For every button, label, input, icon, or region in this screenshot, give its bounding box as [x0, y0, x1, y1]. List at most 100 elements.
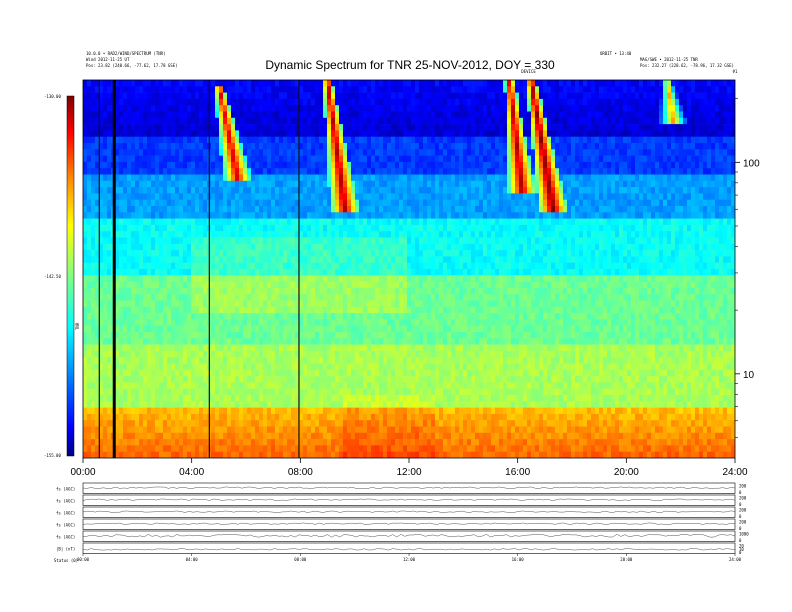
- spectrogram-cell: [591, 256, 596, 263]
- spectrogram-cell: [431, 193, 436, 200]
- spectrogram-cell: [551, 124, 556, 131]
- spectrogram-cell: [347, 224, 352, 232]
- spectrogram-cell: [391, 130, 396, 137]
- spectrogram-cell: [615, 117, 620, 125]
- spectrogram-cell: [619, 124, 624, 131]
- spectrogram-cell: [215, 193, 220, 200]
- spectrogram-cell: [599, 149, 604, 156]
- spectrogram-cell: [127, 92, 132, 100]
- spectrogram-cell: [439, 180, 444, 188]
- spectrogram-cell: [395, 98, 400, 106]
- spectrogram-cell: [659, 174, 664, 182]
- spectrogram-cell: [323, 237, 328, 245]
- spectrogram-cell: [143, 80, 148, 87]
- spectrogram-cell: [555, 149, 560, 156]
- spectrogram-cell: [163, 237, 168, 245]
- spectrogram-cell: [579, 124, 584, 131]
- spectrogram-cell: [183, 105, 188, 112]
- spectrogram-cell: [139, 130, 144, 137]
- spectrogram-cell: [495, 98, 500, 106]
- spectrogram-cell: [359, 243, 364, 251]
- spectrogram-cell: [491, 155, 496, 163]
- spectrogram-cell: [423, 256, 428, 263]
- spectrogram-cell: [603, 206, 608, 213]
- spectrogram-cell: [343, 98, 348, 106]
- spectrogram-cell: [251, 180, 256, 188]
- spectrogram-cell: [551, 187, 556, 194]
- spectrogram-cell: [195, 256, 200, 263]
- spectrogram-cell: [231, 256, 236, 263]
- spectrogram-cell: [231, 262, 236, 270]
- spectrogram-cell: [163, 206, 168, 213]
- spectrogram-cell: [419, 174, 424, 182]
- spectrogram-cell: [567, 161, 572, 169]
- spectrogram-cell: [311, 130, 316, 137]
- spectrogram-cell: [559, 218, 564, 226]
- spectrogram-cell: [483, 111, 488, 119]
- spectrogram-cell: [551, 92, 556, 100]
- spectrogram-cell: [371, 237, 376, 245]
- spectrogram-cell: [427, 124, 432, 131]
- spectrogram-cell: [687, 237, 692, 245]
- spectrogram-cell: [607, 212, 612, 219]
- spectrogram-cell: [531, 180, 536, 188]
- spectrogram-cell: [167, 86, 172, 93]
- spectrogram-cell: [339, 155, 344, 163]
- spectrogram-cell: [703, 124, 708, 131]
- spectrogram-cell: [195, 199, 200, 207]
- spectrogram-cell: [83, 136, 88, 144]
- spectrogram-cell: [399, 143, 404, 150]
- spectrogram-cell: [499, 155, 504, 163]
- spectrogram-cell: [255, 187, 260, 194]
- spectrogram-cell: [283, 224, 288, 232]
- spectrogram-cell: [379, 250, 384, 257]
- spectrogram-cell: [235, 212, 240, 219]
- spectrogram-cell: [135, 231, 140, 238]
- spectrogram-cell: [439, 262, 444, 270]
- spectrogram-cell: [115, 86, 120, 93]
- spectrogram-cell: [511, 86, 516, 93]
- spectrogram-cell: [523, 243, 528, 251]
- spectrogram-cell: [467, 231, 472, 238]
- spectrogram-cell: [103, 224, 108, 232]
- spectrogram-cell: [519, 130, 524, 137]
- spectrogram-cell: [503, 231, 508, 238]
- spectrogram-cell: [267, 212, 272, 219]
- spectrogram-cell: [327, 105, 332, 112]
- spectrogram-cell: [119, 218, 124, 226]
- spectrogram-cell: [711, 206, 716, 213]
- spectrogram-cell: [683, 92, 688, 100]
- spectrogram-cell: [87, 149, 92, 156]
- spectrogram-cell: [179, 117, 184, 125]
- spectrogram-cell: [519, 149, 524, 156]
- spectrogram-cell: [339, 243, 344, 251]
- spectrogram-cell: [355, 187, 360, 194]
- spectrogram-cell: [311, 92, 316, 100]
- colorbar-tick-top: -130.00: [44, 94, 61, 99]
- spectrogram-cell: [603, 161, 608, 169]
- colorbar: [67, 96, 74, 456]
- spectrogram-cell: [367, 237, 372, 245]
- spectrogram-cell: [571, 168, 576, 175]
- spectrogram-cell: [523, 168, 528, 175]
- spectrogram-cell: [227, 256, 232, 263]
- spectrogram-cell: [235, 136, 240, 144]
- spectrogram-cell: [139, 193, 144, 200]
- spectrogram-cell: [639, 237, 644, 245]
- spectrogram-cell: [339, 218, 344, 226]
- spectrogram-cell: [507, 111, 512, 119]
- spectrogram-cell: [267, 193, 272, 200]
- spectrogram-cell: [175, 206, 180, 213]
- spectrogram-cell: [607, 187, 612, 194]
- spectrogram-cell: [511, 231, 516, 238]
- spectrogram-cell: [575, 212, 580, 219]
- spectrogram-cell: [495, 92, 500, 100]
- spectrogram-cell: [335, 262, 340, 270]
- spectrogram-cell: [375, 269, 380, 276]
- spectrogram-cell: [239, 269, 244, 276]
- spectrogram-cell: [155, 105, 160, 112]
- spectrogram-cell: [359, 212, 364, 219]
- spectrogram-cell: [591, 243, 596, 251]
- spectrogram-cell: [343, 269, 348, 276]
- spectrogram-cell: [635, 174, 640, 182]
